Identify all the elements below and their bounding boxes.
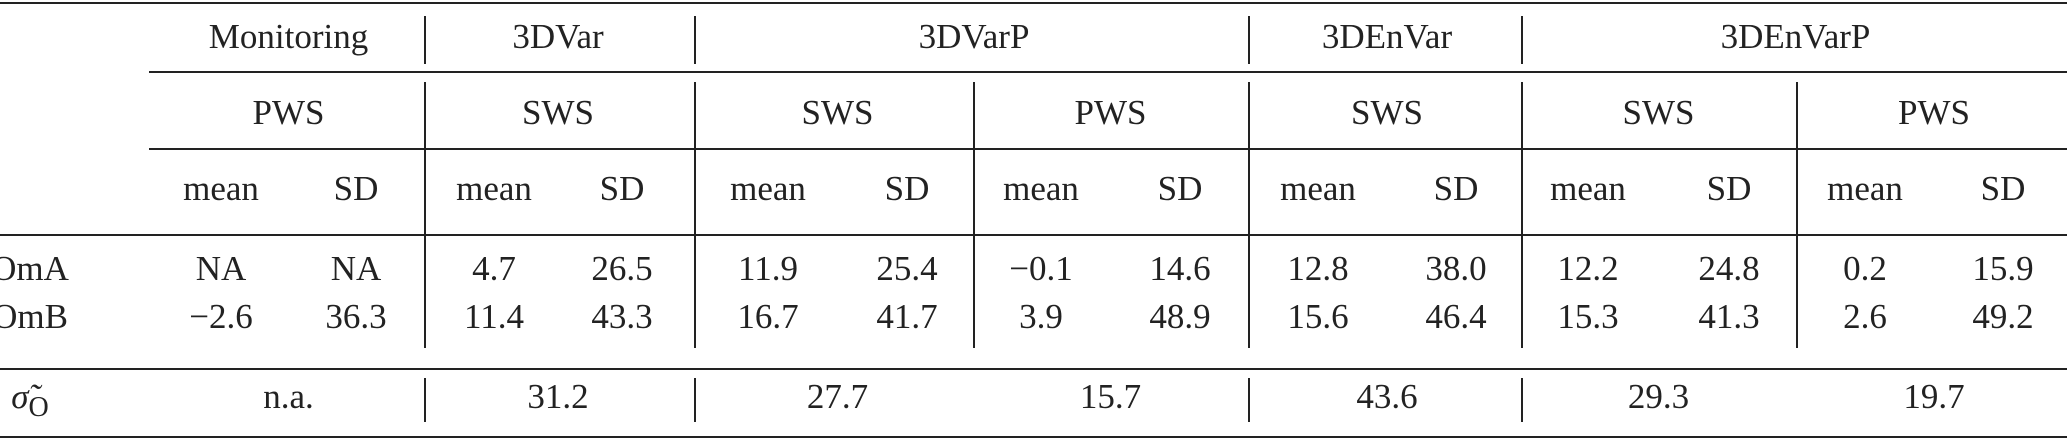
stat-header: mean — [1003, 169, 1079, 208]
cell: 24.8 — [1698, 249, 1759, 288]
sigma-value: 27.7 — [807, 377, 868, 416]
cell: NA — [196, 249, 247, 288]
sigma-value: 31.2 — [527, 377, 588, 416]
group-header: 3DEnVarP — [1721, 17, 1871, 56]
stat-header: mean — [1827, 169, 1903, 208]
sigma-value: 43.6 — [1356, 377, 1417, 416]
cell: 36.3 — [325, 297, 386, 336]
cell: 43.3 — [591, 297, 652, 336]
stat-header: mean — [1280, 169, 1356, 208]
cell: 11.4 — [464, 297, 524, 336]
sigma-value: 15.7 — [1080, 377, 1141, 416]
cell: 49.2 — [1972, 297, 2033, 336]
cell: 26.5 — [591, 249, 652, 288]
subgroup-header: SWS — [522, 93, 594, 132]
row-label: OmA — [0, 249, 70, 288]
subgroup-header: SWS — [802, 93, 874, 132]
stat-header: SD — [1981, 169, 2026, 208]
cell: −0.1 — [1009, 249, 1073, 288]
subgroup-header: PWS — [1898, 93, 1970, 132]
group-header: 3DVarP — [919, 17, 1030, 56]
subgroup-header: PWS — [253, 93, 325, 132]
cell: 15.3 — [1557, 297, 1618, 336]
stat-header: SD — [334, 169, 379, 208]
subgroup-header: PWS — [1075, 93, 1147, 132]
cell: 15.9 — [1972, 249, 2033, 288]
sigma-label: σ̃O — [11, 377, 49, 423]
subgroup-header: SWS — [1623, 93, 1695, 132]
sigma-value: 19.7 — [1903, 377, 1964, 416]
cell: 4.7 — [472, 249, 516, 288]
cell: 25.4 — [876, 249, 937, 288]
cell: 3.9 — [1019, 297, 1063, 336]
cell: 0.2 — [1843, 249, 1887, 288]
stat-header: SD — [1434, 169, 1479, 208]
cell: 48.9 — [1149, 297, 1210, 336]
stat-header: mean — [730, 169, 806, 208]
cell: 2.6 — [1843, 297, 1887, 336]
stat-header: mean — [1550, 169, 1626, 208]
cell: −2.6 — [189, 297, 253, 336]
stat-header: SD — [885, 169, 930, 208]
cell: 14.6 — [1149, 249, 1210, 288]
stat-header: mean — [183, 169, 259, 208]
cell: 12.8 — [1287, 249, 1348, 288]
cell: 16.7 — [737, 297, 798, 336]
cell: 12.2 — [1557, 249, 1618, 288]
cell: 38.0 — [1425, 249, 1486, 288]
cell: 41.7 — [876, 297, 937, 336]
cell: 41.3 — [1698, 297, 1759, 336]
stat-header: SD — [1158, 169, 1203, 208]
cell: NA — [331, 249, 382, 288]
subgroup-header: SWS — [1351, 93, 1423, 132]
stat-header: SD — [1707, 169, 1752, 208]
sigma-value: 29.3 — [1628, 377, 1689, 416]
sigma-subscript: O — [29, 392, 49, 423]
group-header: 3DEnVar — [1322, 17, 1453, 56]
row-label: OmB — [0, 297, 68, 336]
cell: 46.4 — [1425, 297, 1486, 336]
cell: 11.9 — [738, 249, 798, 288]
group-header: Monitoring — [209, 17, 368, 56]
stat-header: SD — [600, 169, 645, 208]
sigma-value: n.a. — [263, 377, 314, 416]
group-header: 3DVar — [512, 17, 604, 56]
stat-header: mean — [456, 169, 532, 208]
cell: 15.6 — [1287, 297, 1348, 336]
